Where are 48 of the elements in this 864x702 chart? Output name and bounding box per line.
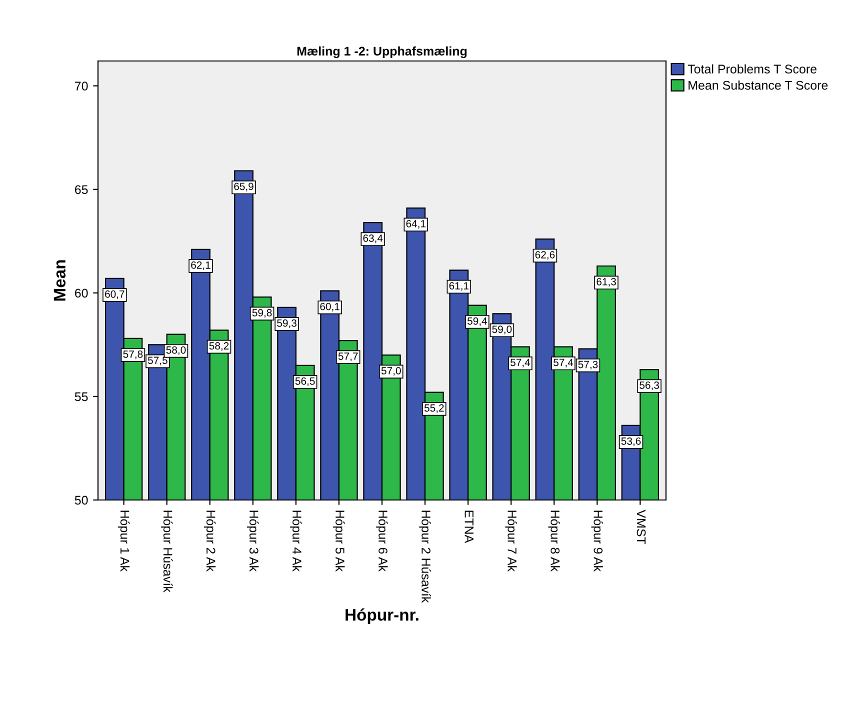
data-label: 62,1: [191, 261, 210, 270]
data-label: 58,0: [166, 346, 186, 355]
data-label: 59,0: [492, 326, 512, 334]
x-tick-label: Hópur 4 Ak: [290, 510, 302, 572]
data-label: 61,1: [449, 282, 469, 291]
x-tick-label: Hópur 8 Ak: [548, 510, 560, 572]
data-label: 59,8: [252, 309, 272, 318]
y-tick-label: 50: [74, 496, 88, 505]
data-label: 65,9: [234, 182, 254, 192]
data-label: 57,4: [554, 358, 574, 368]
data-label: 57,3: [578, 360, 598, 370]
x-tick-label: Hópur 6 Ak: [376, 510, 388, 572]
data-label: 59,3: [277, 319, 296, 328]
data-label: 64,1: [406, 220, 426, 229]
x-tick-label: Hópur 2 Ak: [204, 510, 216, 572]
data-label: 56,5: [295, 377, 315, 386]
x-tick-label: Hópur 2 Húsavík: [419, 510, 431, 603]
x-tick-label: Hópur 3 Ak: [247, 510, 259, 572]
data-label: 57,0: [381, 367, 401, 376]
data-label: 60,1: [320, 302, 340, 312]
legend-label: Total Problems T Score: [688, 64, 816, 74]
data-label: 59,4: [467, 317, 488, 326]
x-tick-label: Hópur 5 Ak: [333, 510, 345, 572]
x-tick-label: Hópur 7 Ak: [505, 510, 517, 572]
x-tick-label: ETNA: [464, 510, 474, 544]
legend-label: Mean Substance T Score: [688, 80, 828, 90]
data-label: 57,8: [123, 350, 143, 360]
x-tick-label: Hópur 9 Ak: [591, 510, 604, 572]
data-label: 56,3: [640, 382, 660, 390]
data-label: 57,7: [338, 352, 358, 362]
data-label: 53,6: [621, 437, 641, 446]
data-label: 61,3: [596, 278, 616, 287]
chart-title: Mæling 1 -2: Upphafsmæling: [297, 46, 467, 58]
data-label: 58,2: [209, 342, 229, 351]
x-tick-label: Hópur 1 Ak: [118, 510, 130, 572]
x-tick-label: Hópur Húsavík: [160, 510, 173, 592]
data-label: 60,7: [105, 290, 124, 300]
data-label: 57,4: [510, 358, 530, 368]
y-tick-label: 60: [75, 288, 88, 298]
y-tick-label: 55: [74, 392, 88, 402]
y-axis-title: Mean: [54, 260, 66, 301]
data-label: 62,6: [535, 251, 555, 260]
data-label: 63,4: [363, 234, 383, 244]
x-axis-title: Hópur-nr.: [346, 608, 418, 624]
data-label: 55,2: [424, 404, 444, 413]
y-tick-label: 65: [75, 185, 88, 194]
y-tick-label: 70: [75, 82, 88, 90]
x-tick-label: VMST: [636, 510, 646, 544]
